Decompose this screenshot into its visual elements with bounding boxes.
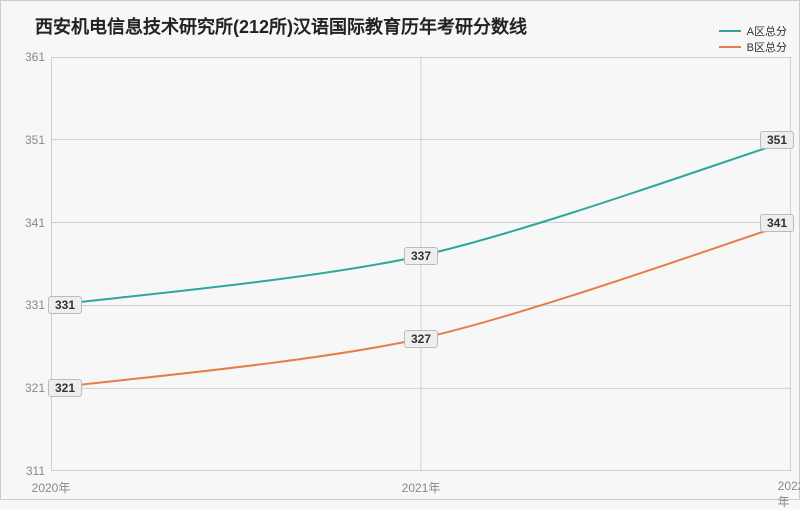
y-axis-tick-label: 351 (25, 133, 45, 147)
legend-label: B区总分 (747, 39, 787, 55)
legend-label: A区总分 (747, 23, 787, 39)
chart-title: 西安机电信息技术研究所(212所)汉语国际教育历年考研分数线 (35, 13, 527, 39)
legend-item: A区总分 (719, 23, 787, 39)
data-point-label: 321 (48, 379, 82, 397)
x-axis-tick-label: 2020年 (32, 479, 71, 496)
legend-item: B区总分 (719, 39, 787, 55)
legend: A区总分B区总分 (719, 23, 787, 55)
x-axis-tick-label: 2022年 (778, 479, 800, 510)
y-axis-tick-label: 361 (25, 50, 45, 64)
data-point-label: 351 (760, 131, 794, 149)
legend-color-swatch (719, 46, 741, 48)
y-axis-tick-label: 321 (25, 381, 45, 395)
y-axis-tick-label: 311 (26, 464, 45, 478)
x-axis-tick-label: 2021年 (402, 479, 441, 496)
legend-color-swatch (719, 30, 741, 32)
data-point-label: 341 (760, 214, 794, 232)
y-axis-tick-label: 331 (25, 298, 45, 312)
data-point-label: 327 (404, 330, 438, 348)
data-point-label: 337 (404, 247, 438, 265)
data-point-label: 331 (48, 296, 82, 314)
y-axis-tick-label: 341 (25, 216, 45, 230)
